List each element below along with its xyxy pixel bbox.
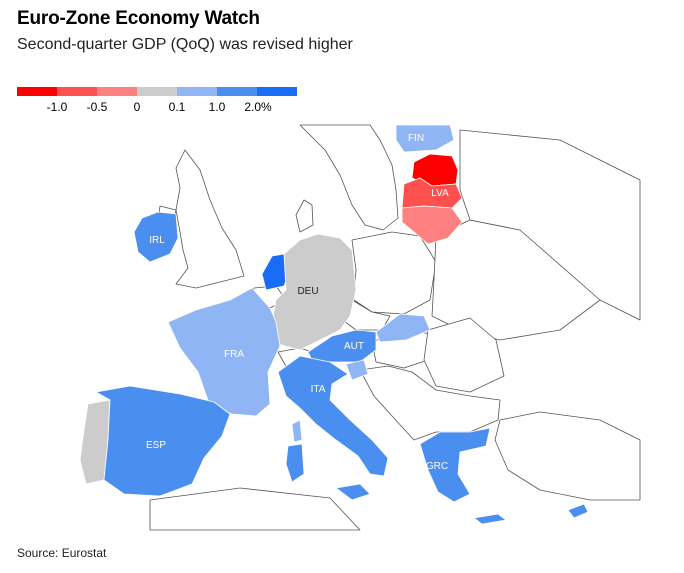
legend-swatch-1 bbox=[57, 87, 97, 96]
country-france-corsica bbox=[291, 419, 303, 443]
scandinavia-land bbox=[299, 124, 399, 231]
country-spain bbox=[95, 385, 231, 497]
country-italy bbox=[277, 355, 389, 477]
country-france bbox=[167, 287, 281, 417]
color-legend: -1.0 -0.5 0 0.1 1.0 2.0% bbox=[17, 87, 299, 117]
legend-swatch-2 bbox=[97, 87, 137, 96]
legend-swatch-6 bbox=[257, 87, 297, 96]
turkey-land bbox=[494, 411, 641, 501]
russia-land bbox=[459, 129, 641, 321]
legend-swatch-4 bbox=[177, 87, 217, 96]
map-title: Euro-Zone Economy Watch bbox=[17, 8, 260, 29]
country-italy-sicily bbox=[335, 483, 371, 501]
country-germany bbox=[271, 233, 357, 351]
denmark-land bbox=[295, 199, 314, 233]
source-note: Source: Eurostat bbox=[17, 546, 107, 560]
label-fra: FRA bbox=[224, 349, 244, 360]
legend-tick-4: 1.0 bbox=[208, 100, 226, 114]
legend-tick-5: 2.0% bbox=[244, 100, 272, 114]
label-lva: LVA bbox=[431, 188, 449, 199]
country-lithuania bbox=[401, 205, 463, 245]
legend-tick-3: 0.1 bbox=[168, 100, 186, 114]
country-cyprus bbox=[567, 503, 589, 519]
legend-swatch-0 bbox=[17, 87, 57, 96]
country-greece bbox=[419, 427, 491, 503]
europe-map: FIN LVA IRL DEU FRA AUT ITA ESP GRC bbox=[79, 124, 641, 531]
romania-land bbox=[423, 317, 505, 393]
label-deu: DEU bbox=[297, 286, 318, 297]
legend-tick-1: -0.5 bbox=[86, 100, 108, 114]
legend-swatch-5 bbox=[217, 87, 257, 96]
country-slovakia bbox=[375, 313, 431, 343]
legend-tick-0: -1.0 bbox=[46, 100, 68, 114]
legend-ticks: -1.0 -0.5 0 0.1 1.0 2.0% bbox=[17, 100, 299, 116]
balkans-land bbox=[359, 365, 501, 441]
legend-swatches bbox=[17, 87, 299, 96]
country-labels: FIN LVA IRL DEU FRA AUT ITA ESP GRC bbox=[146, 133, 449, 472]
country-finland bbox=[395, 124, 455, 153]
country-greece-crete bbox=[473, 513, 507, 525]
north-africa-land bbox=[149, 487, 361, 531]
country-slovenia bbox=[345, 359, 369, 381]
country-italy-sardinia bbox=[285, 443, 305, 483]
label-aut: AUT bbox=[344, 341, 364, 352]
label-fin: FIN bbox=[408, 133, 424, 144]
legend-swatch-3 bbox=[137, 87, 177, 96]
legend-tick-2: 0 bbox=[133, 100, 141, 114]
poland-land bbox=[351, 231, 437, 315]
great-britain-land bbox=[175, 149, 245, 289]
label-ita: ITA bbox=[311, 384, 326, 395]
label-irl: IRL bbox=[149, 235, 165, 246]
label-esp: ESP bbox=[146, 440, 166, 451]
country-ireland bbox=[133, 211, 179, 263]
map-subtitle: Second-quarter GDP (QoQ) was revised hig… bbox=[17, 36, 353, 53]
label-grc: GRC bbox=[426, 461, 448, 472]
